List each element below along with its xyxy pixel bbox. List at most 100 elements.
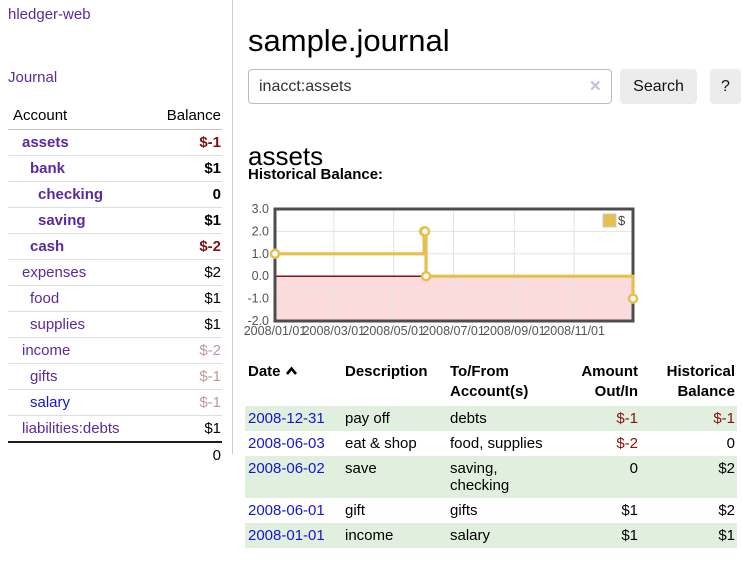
transaction-balance: $-1 (640, 406, 737, 431)
account-link-food[interactable]: food (30, 290, 59, 307)
account-balance: $1 (147, 156, 222, 182)
account-link-gifts[interactable]: gifts (30, 368, 58, 385)
chart-svg: 3.02.01.00.0-1.0-2.02008/01/012008/03/01… (248, 196, 742, 348)
register-row: 2008-06-03 eat & shopfood, supplies$-20 (245, 431, 737, 456)
sort-ascending-icon (285, 362, 298, 382)
account-row: expenses $2 (8, 260, 222, 286)
accounts-header-balance: Balance (147, 103, 222, 130)
chart-title: Historical Balance: (248, 166, 383, 183)
transaction-balance: $2 (640, 498, 737, 523)
account-link-saving[interactable]: saving (38, 212, 86, 229)
data-point (422, 272, 430, 280)
account-row: bank $1 (8, 156, 222, 182)
account-link-checking[interactable]: checking (38, 186, 103, 203)
x-tick-label: 2008/03/01 (303, 324, 366, 338)
app-title-link[interactable]: hledger-web (8, 6, 222, 23)
transaction-date-link[interactable]: 2008-06-01 (248, 502, 325, 519)
account-link-salary[interactable]: salary (30, 394, 70, 411)
accounts-total-value: 0 (147, 442, 222, 468)
account-balance: $1 (147, 208, 222, 234)
account-link-expenses[interactable]: expenses (22, 264, 86, 281)
transaction-balance: $2 (640, 456, 737, 498)
register-header-balance: Historical Balance (640, 360, 737, 406)
y-tick-label: 2.0 (252, 224, 269, 238)
transaction-amount: 0 (560, 456, 640, 498)
account-row: gifts $-1 (8, 364, 222, 390)
register-header-accounts: To/From Account(s) (447, 360, 560, 406)
search-input[interactable] (248, 69, 612, 104)
transaction-accounts: salary (447, 523, 560, 548)
account-row: cash $-2 (8, 234, 222, 260)
transaction-balance: $1 (640, 523, 737, 548)
accounts-total-row: 0 (8, 442, 222, 468)
account-link-liabilities-debts[interactable]: liabilities:debts (22, 420, 120, 437)
register-header-date[interactable]: Date (245, 360, 342, 406)
historical-balance-chart: 3.02.01.00.0-1.0-2.02008/01/012008/03/01… (248, 196, 742, 348)
transaction-accounts: saving, checking (447, 456, 560, 498)
register-row: 2008-01-01incomesalary$1$1 (245, 523, 737, 548)
account-link-supplies[interactable]: supplies (30, 316, 85, 333)
account-row: checking 0 (8, 182, 222, 208)
transaction-description: income (342, 523, 447, 548)
transaction-description: save (342, 456, 447, 498)
x-tick-label: 2008/09/01 (483, 324, 546, 338)
account-balance: $1 (147, 416, 222, 443)
account-balance: $-1 (147, 364, 222, 390)
transaction-date-link[interactable]: 2008-01-01 (248, 527, 325, 544)
register-table: Date Description To/From Account(s) Amou… (245, 360, 737, 548)
search-bar: ✕ Search ? (248, 69, 742, 104)
legend-label: $ (618, 213, 626, 228)
account-link-income[interactable]: income (22, 342, 70, 359)
register-row: 2008-06-01giftgifts$1$2 (245, 498, 737, 523)
main-content: sample.journal ✕ Search ? assets Histori… (248, 0, 742, 582)
accounts-header-account: Account (8, 103, 147, 130)
register-row: 2008-12-31pay offdebts$-1$-1 (245, 406, 737, 431)
account-link-cash[interactable]: cash (30, 238, 64, 255)
y-tick-label: 3.0 (252, 202, 269, 216)
register-header-amount: Amount Out/In (560, 360, 640, 406)
transaction-amount: $-2 (560, 431, 640, 456)
account-row: income $-2 (8, 338, 222, 364)
transaction-date-link[interactable]: 2008-12-31 (248, 410, 325, 427)
x-tick-label: 2008/01/01 (244, 324, 307, 338)
transaction-amount: $1 (560, 523, 640, 548)
legend-swatch (603, 214, 616, 227)
account-balance: $-1 (147, 390, 222, 416)
clear-search-icon[interactable]: ✕ (589, 77, 602, 95)
sidebar-item-journal[interactable]: Journal (8, 69, 222, 86)
account-row: liabilities:debts $1 (8, 416, 222, 443)
help-button[interactable]: ? (710, 69, 741, 104)
transaction-date-link[interactable]: 2008-06-02 (248, 460, 325, 477)
transaction-amount: $1 (560, 498, 640, 523)
transaction-accounts: debts (447, 406, 560, 431)
transaction-accounts: gifts (447, 498, 560, 523)
x-tick-label: 2008/07/01 (422, 324, 485, 338)
y-tick-label: 1.0 (252, 247, 269, 261)
account-row: supplies$1 (8, 312, 222, 338)
account-balance: $2 (147, 260, 222, 286)
x-tick-label: 2008/11/01 (543, 324, 605, 338)
y-tick-label: 0.0 (252, 269, 269, 283)
transaction-amount: $-1 (560, 406, 640, 431)
transaction-date-link[interactable]: 2008-06-03 (248, 435, 325, 452)
account-row: food$1 (8, 286, 222, 312)
account-link-assets[interactable]: assets (22, 134, 69, 151)
search-button[interactable]: Search (620, 69, 697, 104)
account-balance: $-2 (147, 234, 222, 260)
data-point (421, 227, 429, 235)
transaction-accounts: food, supplies (447, 431, 560, 456)
account-balance: $-2 (147, 338, 222, 364)
account-balance: 0 (147, 182, 222, 208)
account-balance: $-1 (147, 130, 222, 156)
transaction-description: eat & shop (342, 431, 447, 456)
transaction-description: pay off (342, 406, 447, 431)
account-link-bank[interactable]: bank (30, 160, 65, 177)
account-row: assets $-1 (8, 130, 222, 156)
register-row: 2008-06-02 savesaving, checking0$2 (245, 456, 737, 498)
page-title: sample.journal (248, 23, 450, 59)
accounts-table: Account Balance assets $-1 bank $1 checking 0… (8, 103, 222, 468)
sidebar: hledger-web Journal Account Balance asse… (0, 0, 233, 454)
data-point (271, 250, 279, 258)
account-row: saving $1 (8, 208, 222, 234)
transaction-balance: 0 (640, 431, 737, 456)
